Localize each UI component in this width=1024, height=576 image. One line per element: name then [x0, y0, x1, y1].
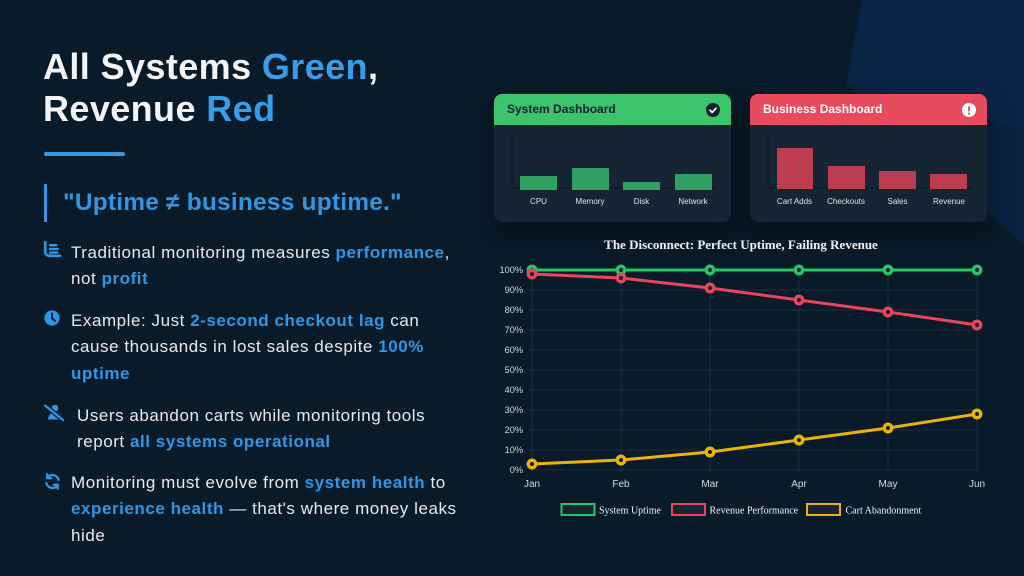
svg-text:90%: 90% — [505, 285, 523, 295]
svg-text:Jun: Jun — [969, 479, 985, 490]
svg-text:40%: 40% — [505, 385, 523, 395]
svg-text:30%: 30% — [505, 405, 523, 415]
svg-text:Cart Abandonment: Cart Abandonment — [846, 506, 922, 517]
svg-text:70%: 70% — [505, 325, 523, 335]
svg-text:The Disconnect: Perfect Uptime: The Disconnect: Perfect Uptime, Failing … — [604, 237, 878, 252]
svg-text:20%: 20% — [505, 425, 523, 435]
svg-text:Revenue Performance: Revenue Performance — [710, 506, 799, 517]
svg-text:May: May — [879, 479, 898, 490]
svg-text:60%: 60% — [505, 345, 523, 355]
svg-text:0%: 0% — [510, 465, 523, 475]
svg-text:Feb: Feb — [612, 479, 630, 490]
svg-text:Jan: Jan — [524, 479, 540, 490]
svg-text:100%: 100% — [500, 265, 524, 275]
svg-text:80%: 80% — [505, 305, 523, 315]
svg-text:Apr: Apr — [791, 479, 807, 490]
svg-text:System Uptime: System Uptime — [599, 506, 662, 517]
svg-text:50%: 50% — [505, 365, 523, 375]
svg-text:Mar: Mar — [701, 479, 719, 490]
svg-text:10%: 10% — [505, 445, 523, 455]
